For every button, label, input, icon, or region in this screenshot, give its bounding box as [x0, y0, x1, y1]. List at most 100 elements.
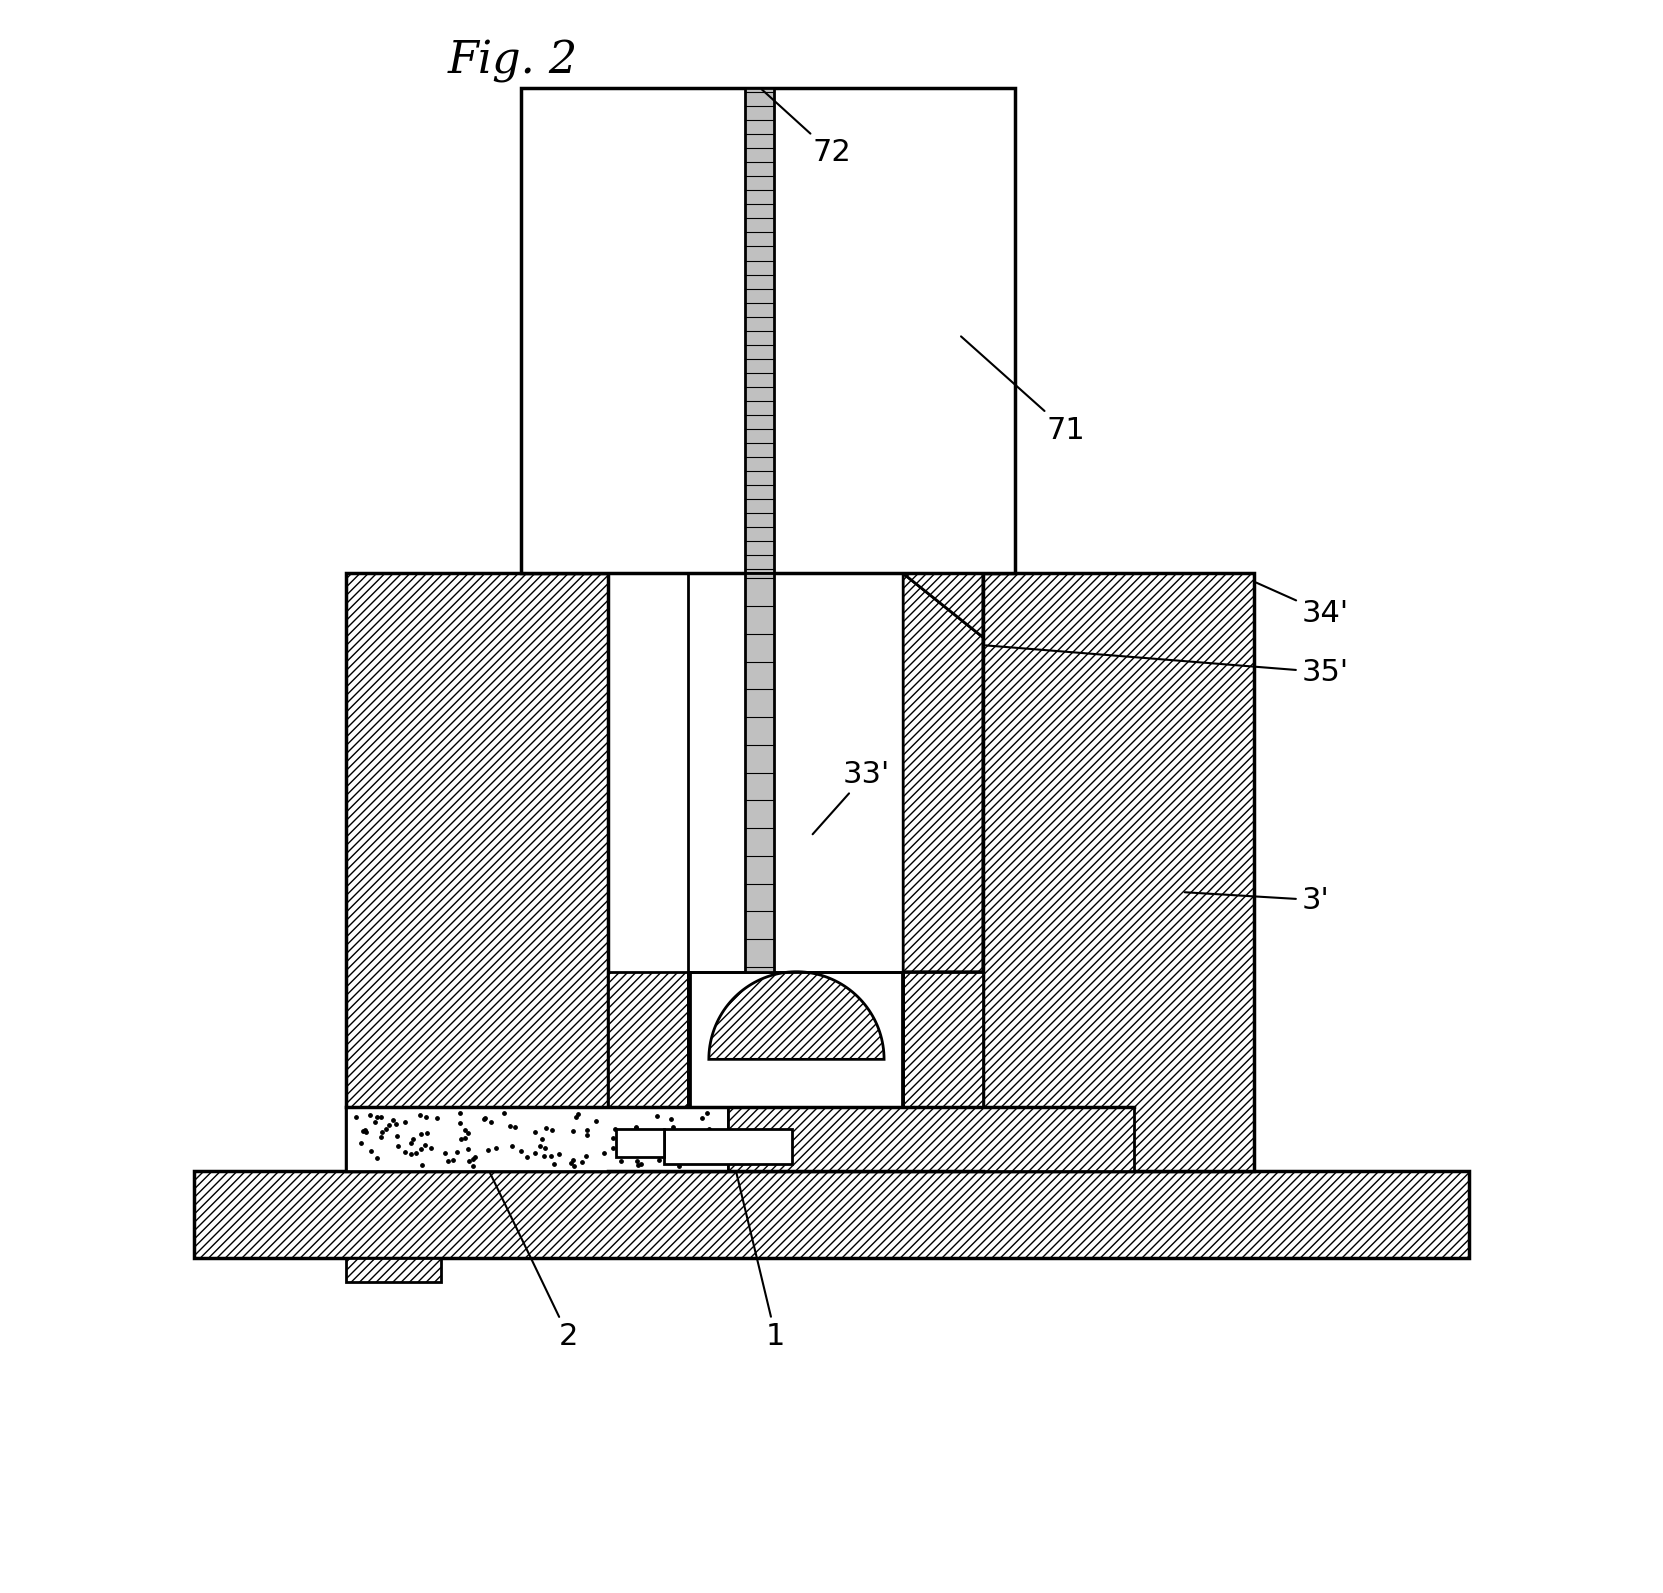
- Point: [361, 1109, 387, 1134]
- Point: [436, 1149, 462, 1174]
- Point: [702, 1141, 728, 1166]
- Point: [382, 1110, 409, 1136]
- Bar: [745, 573, 775, 972]
- Point: [667, 1118, 693, 1144]
- Point: [452, 1125, 479, 1150]
- Point: [432, 1141, 459, 1166]
- Point: [384, 1123, 411, 1149]
- Point: [407, 1102, 434, 1128]
- Point: [447, 1126, 474, 1152]
- Point: [459, 1153, 486, 1179]
- Point: [446, 1110, 472, 1136]
- Point: [584, 1109, 610, 1134]
- Bar: [346, 1258, 441, 1282]
- Point: [412, 1133, 439, 1158]
- Point: [635, 1137, 662, 1163]
- Point: [482, 1134, 509, 1160]
- Point: [622, 1115, 649, 1141]
- Point: [454, 1136, 481, 1161]
- Text: Fig. 2: Fig. 2: [447, 40, 579, 83]
- Point: [472, 1106, 499, 1131]
- Point: [391, 1139, 417, 1164]
- Point: [497, 1114, 524, 1139]
- Bar: [903, 972, 983, 1171]
- Point: [529, 1126, 555, 1152]
- Bar: [195, 1171, 1468, 1258]
- Text: 34': 34': [1256, 583, 1349, 628]
- Point: [572, 1142, 599, 1168]
- Point: [397, 1141, 424, 1166]
- Point: [424, 1106, 451, 1131]
- Point: [386, 1133, 412, 1158]
- Point: [600, 1126, 627, 1152]
- Point: [665, 1153, 692, 1179]
- Point: [624, 1114, 650, 1139]
- Polygon shape: [903, 573, 983, 637]
- Point: [527, 1133, 554, 1158]
- Point: [562, 1104, 589, 1129]
- Point: [379, 1107, 406, 1133]
- Point: [657, 1107, 683, 1133]
- Point: [462, 1145, 489, 1171]
- Point: [471, 1106, 497, 1131]
- Point: [459, 1145, 486, 1171]
- Point: [602, 1115, 629, 1141]
- Point: [680, 1121, 707, 1147]
- Point: [537, 1144, 564, 1169]
- Bar: [609, 972, 688, 1171]
- Point: [559, 1118, 585, 1144]
- Point: [499, 1134, 526, 1160]
- Point: [444, 1139, 471, 1164]
- Text: 33': 33': [813, 760, 890, 835]
- Point: [674, 1125, 700, 1150]
- Point: [456, 1149, 482, 1174]
- Point: [645, 1147, 672, 1172]
- Point: [532, 1115, 559, 1141]
- Point: [688, 1126, 715, 1152]
- Point: [447, 1101, 474, 1126]
- Point: [407, 1136, 434, 1161]
- Point: [637, 1141, 664, 1166]
- Point: [364, 1104, 391, 1129]
- Point: [477, 1110, 504, 1136]
- Point: [607, 1134, 634, 1160]
- Point: [452, 1117, 479, 1142]
- Point: [407, 1121, 434, 1147]
- Point: [507, 1137, 534, 1163]
- Point: [521, 1141, 547, 1166]
- Point: [557, 1150, 584, 1176]
- Bar: [521, 88, 1014, 573]
- Text: 1: 1: [737, 1174, 785, 1351]
- Point: [373, 1117, 399, 1142]
- Point: [399, 1126, 426, 1152]
- Point: [609, 1136, 635, 1161]
- Point: [368, 1125, 394, 1150]
- Point: [353, 1118, 379, 1144]
- Bar: [983, 573, 1254, 1171]
- Point: [637, 1126, 664, 1152]
- Point: [502, 1114, 529, 1139]
- Point: [530, 1144, 557, 1169]
- Point: [343, 1104, 369, 1129]
- Point: [348, 1131, 374, 1157]
- Point: [353, 1118, 379, 1144]
- Bar: [745, 88, 775, 573]
- Point: [454, 1120, 481, 1145]
- Point: [624, 1152, 650, 1177]
- Point: [669, 1141, 695, 1166]
- Bar: [688, 573, 903, 972]
- Point: [491, 1101, 517, 1126]
- Point: [564, 1101, 590, 1126]
- Point: [358, 1102, 384, 1128]
- Point: [674, 1139, 700, 1164]
- Point: [560, 1153, 587, 1179]
- Point: [545, 1141, 572, 1166]
- Bar: [664, 1129, 792, 1164]
- Text: 72: 72: [762, 89, 851, 167]
- Point: [695, 1141, 722, 1166]
- Bar: [728, 1107, 1134, 1171]
- Point: [574, 1123, 600, 1149]
- Text: 2: 2: [491, 1174, 579, 1351]
- Polygon shape: [708, 972, 885, 1059]
- Point: [397, 1129, 424, 1155]
